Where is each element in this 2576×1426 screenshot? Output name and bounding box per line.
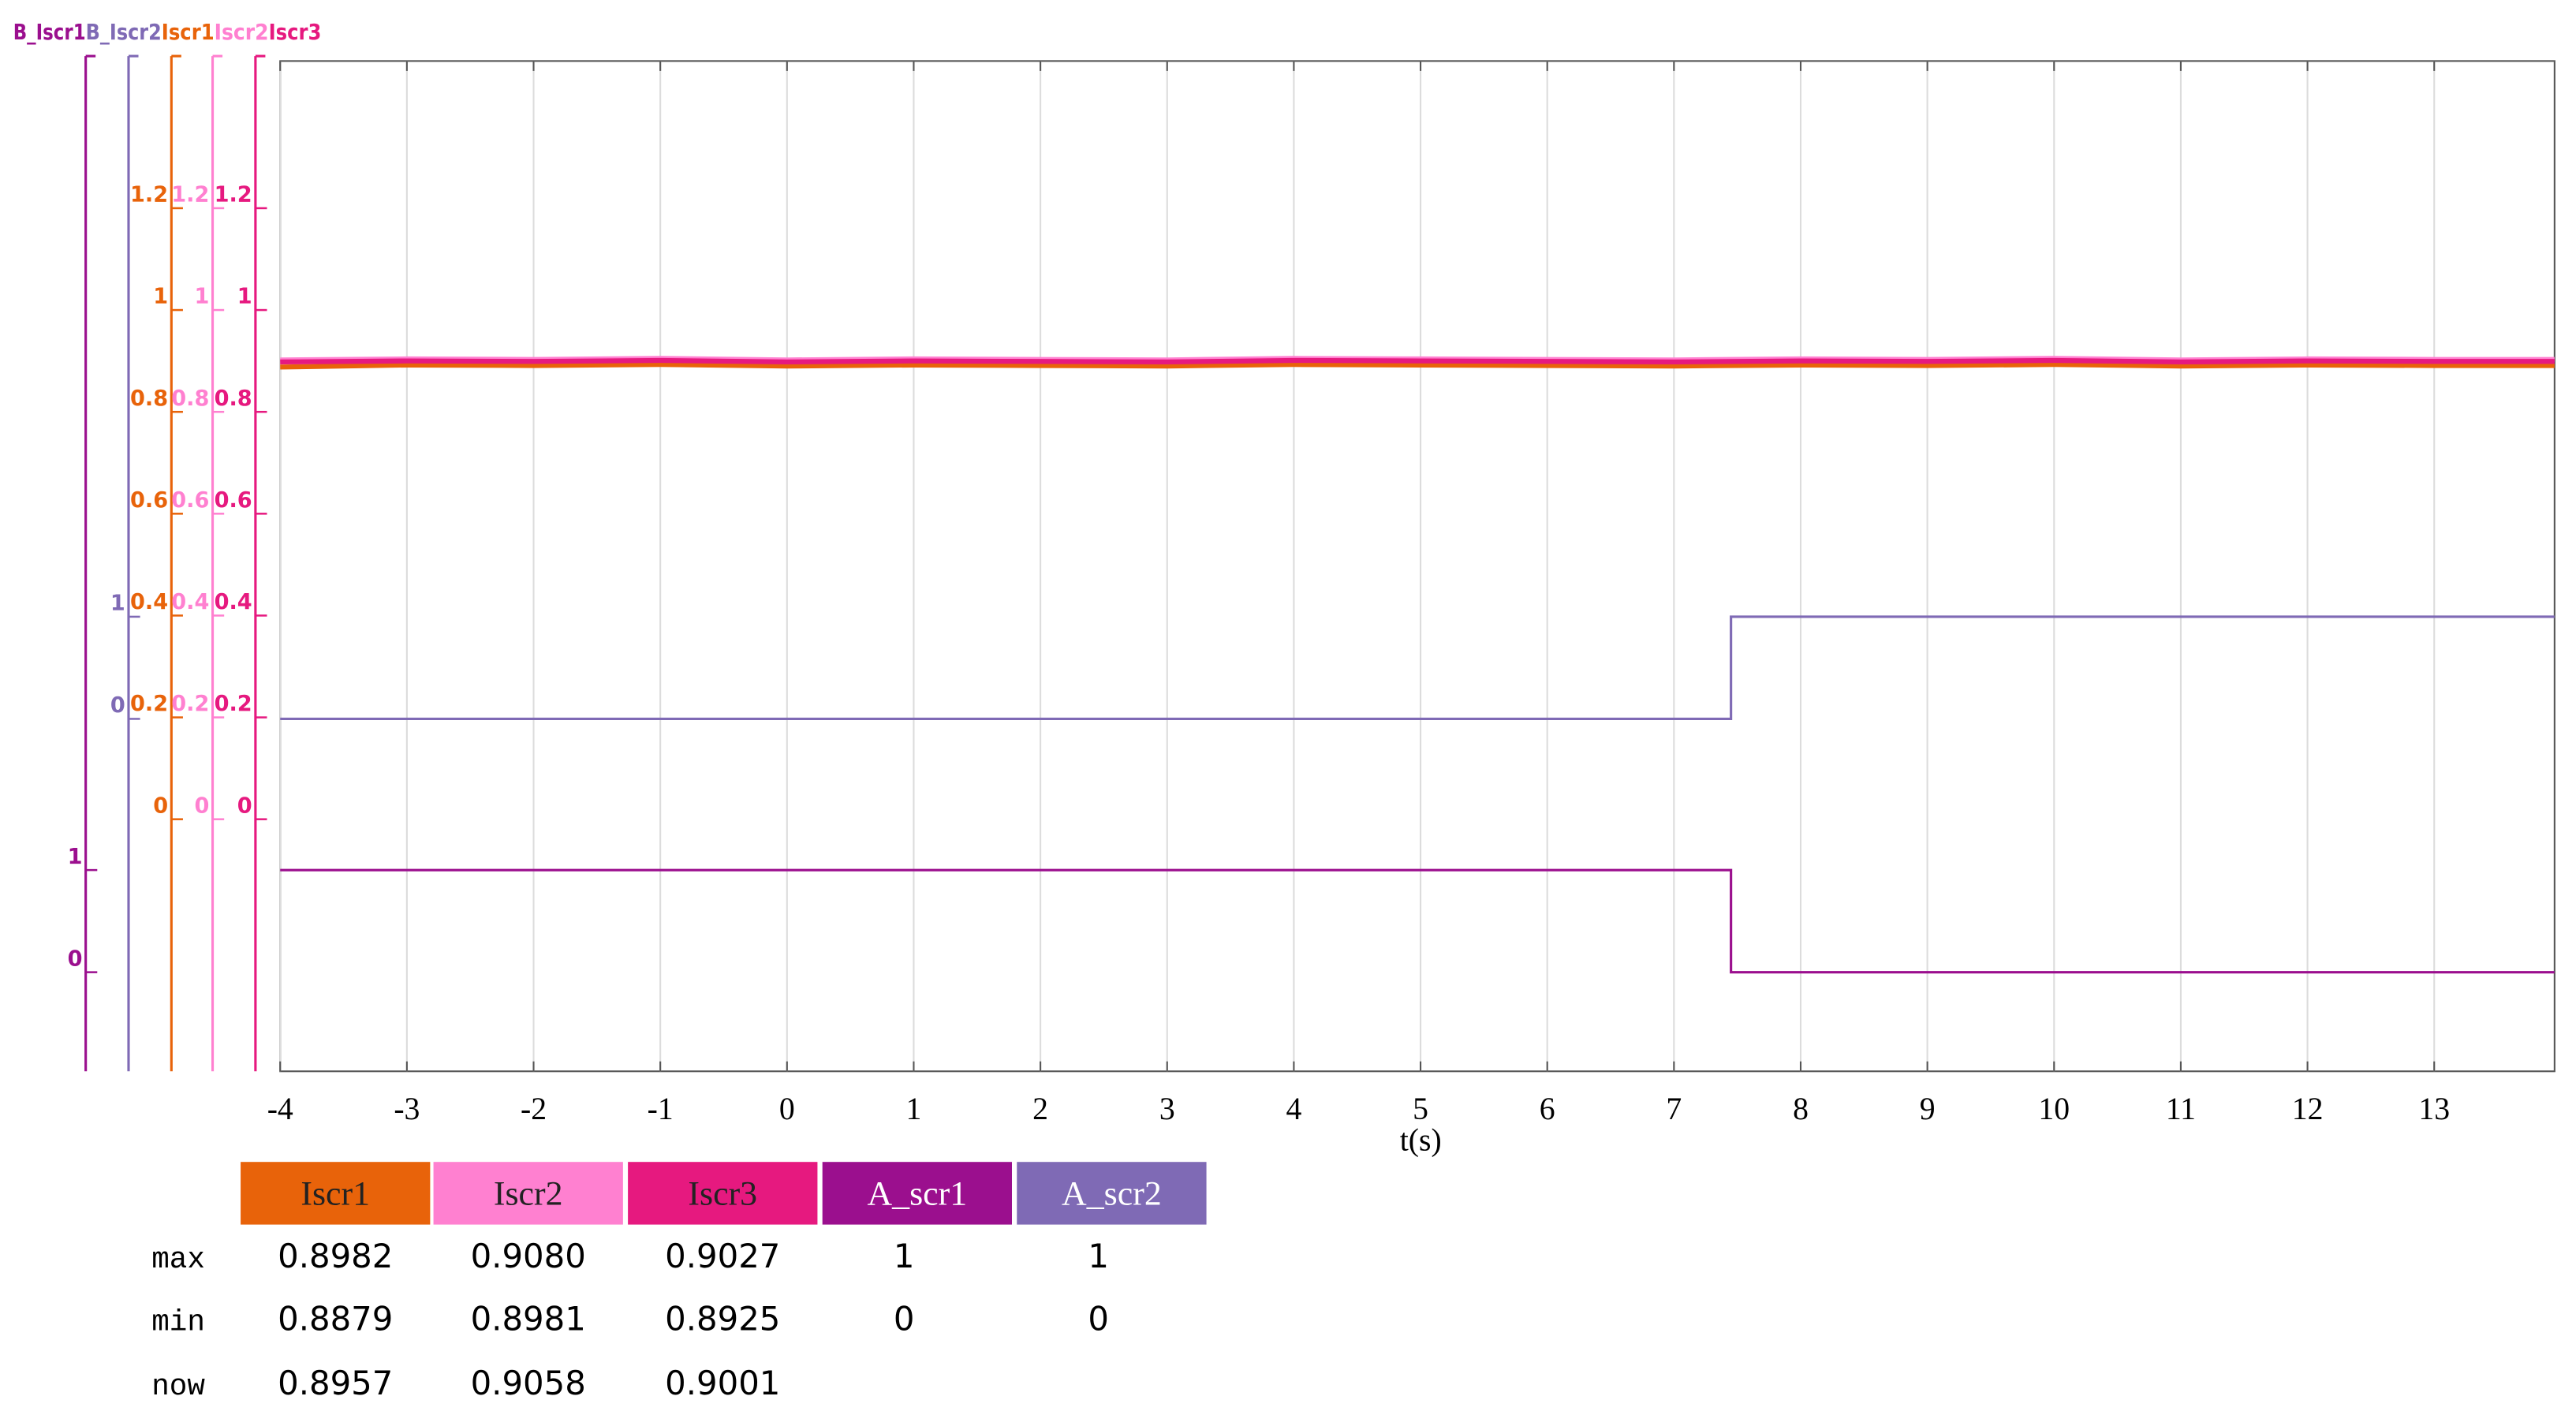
series-line (280, 615, 2555, 721)
legend-label: Iscr1 (301, 1175, 370, 1213)
y-tick-label: 0.6 (171, 488, 209, 513)
legend-swatch (1017, 1162, 1207, 1225)
y-tick-label: 0.8 (171, 386, 209, 411)
y-tick-label: 1.2 (130, 183, 168, 207)
x-tick-label: 8 (1793, 1092, 1809, 1126)
x-tick-label: 12 (2292, 1092, 2324, 1126)
x-tick-label: -3 (394, 1092, 420, 1126)
y-tick-label: 1 (153, 285, 168, 309)
table-cell: 1 (894, 1237, 915, 1275)
y-tick-label: 0 (153, 793, 168, 818)
x-axis-label: t(s) (1400, 1123, 1442, 1158)
y-tick-label: 0.6 (215, 488, 252, 513)
x-tick-label: 11 (2166, 1092, 2196, 1126)
y-tick-label: 1.2 (215, 183, 252, 207)
table-cell: 0.8982 (278, 1237, 393, 1275)
x-tick-label: 9 (1920, 1092, 1936, 1126)
legend-swatch (822, 1162, 1012, 1225)
y-axis-title: Iscr2 (215, 21, 269, 45)
legend-swatch (433, 1162, 623, 1225)
y-tick-label: 0 (110, 693, 125, 718)
table-cell: 1 (1088, 1237, 1109, 1275)
legend-label: Iscr2 (494, 1175, 563, 1213)
y-axis-title: B_Iscr1 (13, 21, 86, 45)
table-cell: 0.8957 (278, 1364, 393, 1402)
y-tick-label: 0.2 (215, 692, 252, 716)
y-axis-title: Iscr3 (269, 21, 322, 45)
x-tick-label: 5 (1413, 1092, 1428, 1126)
x-tick-label: 0 (779, 1092, 795, 1126)
x-tick-label: -2 (521, 1092, 547, 1126)
y-axis-title: Iscr1 (162, 21, 215, 45)
y-tick-label: 0.4 (215, 590, 252, 614)
y-axis-title: B_Iscr2 (86, 21, 162, 45)
y-tick-label: 0 (194, 793, 209, 818)
table-cell: 0.9080 (471, 1237, 586, 1275)
x-tick-label: 13 (2418, 1092, 2450, 1126)
x-tick-label: 1 (906, 1092, 922, 1126)
y-tick-label: 0.2 (171, 692, 209, 716)
legend-label: Iscr3 (688, 1175, 757, 1213)
y-tick-label: 0 (68, 946, 83, 971)
table-cell: 0.9001 (665, 1364, 780, 1402)
y-tick-label: 1 (194, 285, 209, 309)
x-tick-label: -1 (648, 1092, 674, 1126)
y-tick-label: 0.8 (130, 386, 168, 411)
legend-label: A_scr2 (1062, 1175, 1162, 1213)
x-tick-label: 10 (2038, 1092, 2070, 1126)
legend-swatch (628, 1162, 818, 1225)
x-tick-label: 2 (1032, 1092, 1048, 1126)
series-line (280, 868, 2555, 974)
series-line (280, 362, 2555, 370)
y-tick-label: 1 (237, 285, 252, 309)
table-cell: 0 (1088, 1299, 1109, 1338)
row-label: now (151, 1371, 205, 1404)
y-tick-label: 1 (110, 592, 125, 616)
table-cell: 0 (894, 1299, 915, 1338)
table-cell: 0.9058 (471, 1364, 586, 1402)
y-tick-label: 0.6 (130, 488, 168, 513)
y-tick-label: 0.8 (215, 386, 252, 411)
x-tick-label: 6 (1540, 1092, 1555, 1126)
table-cell: 0.8981 (471, 1299, 586, 1338)
legend-swatch (241, 1162, 431, 1225)
y-tick-label: 1.2 (171, 183, 209, 207)
y-tick-label: 0.4 (130, 590, 168, 614)
y-tick-label: 0.2 (130, 692, 168, 716)
series-line (280, 357, 2555, 365)
y-tick-label: 0.4 (171, 590, 209, 614)
table-cell: 0.9027 (665, 1237, 780, 1275)
y-tick-label: 0 (237, 793, 252, 818)
row-label: min (151, 1306, 205, 1339)
x-tick-label: 7 (1666, 1092, 1682, 1126)
row-label: max (151, 1244, 205, 1277)
legend-label: A_scr1 (867, 1175, 967, 1213)
x-tick-label: 3 (1159, 1092, 1175, 1126)
table-cell: 0.8925 (665, 1299, 780, 1338)
y-tick-label: 1 (68, 845, 83, 869)
table-cell: 0.8879 (278, 1299, 393, 1338)
x-tick-label: 4 (1286, 1092, 1301, 1126)
x-tick-label: -4 (267, 1092, 293, 1126)
